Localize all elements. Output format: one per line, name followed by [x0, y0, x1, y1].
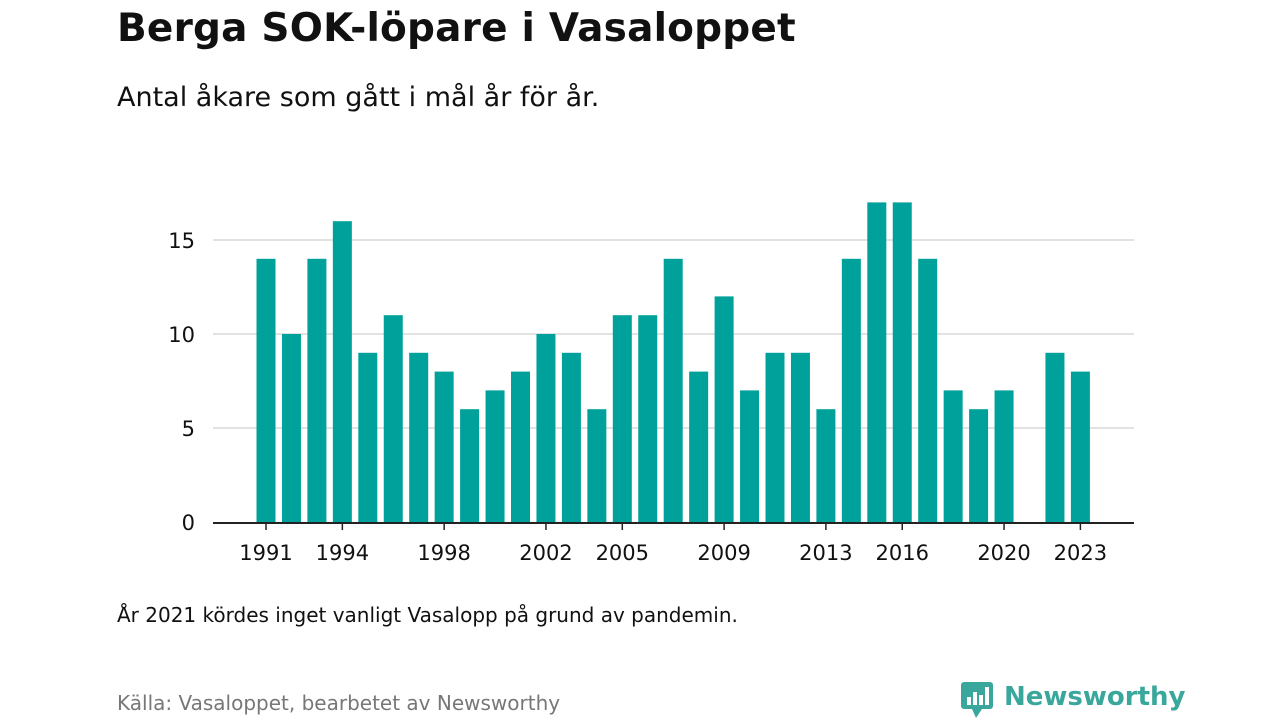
bar-1994 [332, 221, 352, 522]
y-tick-label: 15 [168, 229, 195, 253]
x-tick-label: 2009 [697, 541, 750, 565]
x-tick-label: 2023 [1054, 541, 1107, 565]
bar-2000 [485, 390, 505, 522]
bar-1996 [383, 315, 403, 522]
bar-2022 [1045, 352, 1065, 522]
y-tick-label: 5 [182, 417, 195, 441]
brand-name: Newsworthy [1004, 682, 1186, 712]
newsworthy-logo: Newsworthy [960, 680, 1185, 720]
bar-1995 [358, 352, 378, 522]
y-tick-label: 0 [182, 511, 195, 535]
bar-2008 [689, 371, 709, 522]
bar-2007 [663, 258, 683, 522]
bar-1999 [460, 409, 480, 522]
bar-1998 [434, 371, 454, 522]
bar-2019 [969, 409, 989, 522]
bar-1991 [256, 258, 276, 522]
bar-2002 [536, 334, 556, 522]
bar-2018 [943, 390, 963, 522]
y-tick-label: 10 [168, 323, 195, 347]
x-tick-label: 2013 [799, 541, 852, 565]
bar-chart: 0 5 10 15 1991 1994 1998 2002 2005 2009 2013 2016 20… [168, 202, 1134, 565]
bar-2016 [892, 202, 912, 522]
bar-2009 [714, 296, 734, 522]
bar-2013 [816, 409, 836, 522]
x-tick-label: 1998 [417, 541, 470, 565]
source-text: Källa: Vasaloppet, bearbetet av Newswort… [117, 691, 561, 715]
bar-2015 [867, 202, 887, 522]
bar-2012 [790, 352, 810, 522]
x-tick-label: 2020 [977, 541, 1030, 565]
x-tick-label: 1994 [316, 541, 369, 565]
bar-2006 [638, 315, 658, 522]
x-tick-label: 2005 [596, 541, 649, 565]
bar-2010 [740, 390, 760, 522]
x-tick-label: 1991 [239, 541, 292, 565]
bar-2023 [1070, 371, 1090, 522]
x-tick-label: 2016 [876, 541, 929, 565]
bar-1997 [409, 352, 429, 522]
bar-1993 [307, 258, 327, 522]
chart-footnote: År 2021 kördes inget vanligt Vasalopp på… [117, 603, 738, 627]
chart-subtitle: Antal åkare som gått i mål år för år. [117, 82, 600, 113]
bar-2011 [765, 352, 785, 522]
bar-2014 [841, 258, 861, 522]
bar-2003 [561, 352, 581, 522]
bar-chart-speech-bubble-icon [961, 682, 993, 718]
bar-2017 [918, 258, 938, 522]
bar-1992 [281, 334, 301, 522]
bar-2005 [612, 315, 632, 522]
bar-2020 [994, 390, 1014, 522]
bar-2001 [511, 371, 530, 522]
x-tick-label: 2002 [519, 541, 572, 565]
bar-2004 [587, 409, 607, 522]
chart-title: Berga SOK-löpare i Vasaloppet [117, 6, 796, 51]
